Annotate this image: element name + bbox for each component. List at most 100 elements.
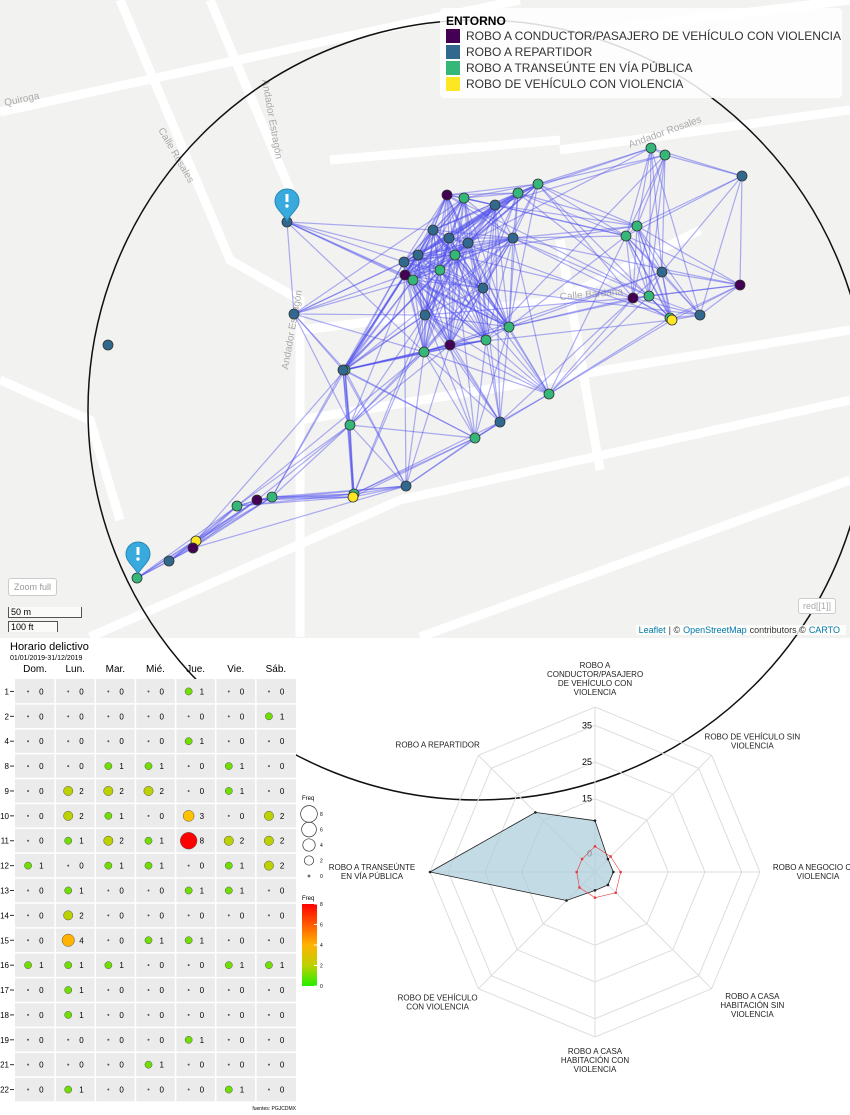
network-edge — [463, 183, 539, 199]
attribution-link[interactable]: Leaflet — [638, 625, 666, 635]
network-edge — [404, 269, 441, 276]
map-marker[interactable] — [125, 541, 151, 576]
incident-point — [400, 480, 412, 492]
frequency-label: 1 — [39, 961, 44, 970]
incident-point — [643, 290, 655, 302]
road — [555, 239, 605, 471]
incident-point — [398, 256, 410, 268]
frequency-label: 0 — [280, 936, 285, 945]
attribution-link[interactable]: CARTO — [808, 625, 840, 635]
frequency-label: 1 — [119, 762, 124, 771]
size-legend-title: Freq — [302, 796, 314, 802]
zoom-full-button[interactable]: Zoom full — [8, 578, 58, 596]
legend-title: ENTORNO — [446, 14, 506, 28]
network-edge — [286, 221, 295, 315]
attribution-link[interactable]: OpenStreetMap — [683, 625, 747, 635]
network-edge — [195, 499, 258, 542]
network-edge — [482, 287, 501, 423]
network-edge — [508, 326, 550, 395]
frequency-label: 1 — [200, 737, 205, 746]
network-edge — [449, 344, 501, 423]
frequency-label: 0 — [119, 712, 124, 721]
network-edge — [669, 284, 741, 319]
road — [0, 375, 125, 522]
marker-icon — [136, 557, 140, 561]
network-edge — [636, 225, 650, 297]
network-edge — [446, 194, 514, 239]
frequency-dot — [27, 939, 30, 942]
frequency-dot — [187, 1063, 190, 1066]
frequency-label: 0 — [79, 687, 84, 696]
frequency-dot — [147, 964, 150, 967]
radar-point — [619, 870, 622, 874]
frequency-dot — [144, 861, 153, 870]
network-edge — [168, 496, 273, 562]
attribution-text: | © — [668, 625, 681, 635]
frequency-label: 0 — [240, 1011, 245, 1020]
size-legend-dot — [301, 821, 317, 838]
network-edge — [195, 505, 238, 542]
column-label: Dom. — [23, 664, 47, 675]
network-edge — [424, 204, 496, 316]
radar-axis-label: ROBO A CASA HABITACIÓN SIN VIOLENCIA — [720, 991, 785, 1019]
frequency-dot — [267, 989, 270, 992]
frequency-label: 2 — [119, 837, 124, 846]
incident-point — [480, 334, 492, 346]
network-edge — [636, 225, 741, 286]
attribution-text: contributors © — [749, 625, 806, 635]
road — [418, 475, 850, 642]
size-legend-dot — [303, 855, 315, 866]
network-edge — [454, 237, 514, 256]
network-edge — [512, 225, 638, 239]
size-legend-dot — [307, 874, 311, 878]
legend-item: ROBO A REPARTIDOR — [446, 44, 842, 60]
marker-icon — [285, 194, 289, 202]
network-edge — [136, 505, 238, 579]
network-edge — [293, 279, 414, 315]
radar-point — [606, 883, 610, 887]
network-edge — [446, 194, 450, 239]
map-marker[interactable] — [274, 188, 300, 223]
network-edge — [349, 254, 419, 426]
incident-point — [412, 249, 424, 261]
frequency-dot — [267, 765, 270, 768]
network-edge — [454, 254, 634, 299]
network-edge — [417, 254, 451, 346]
network-edge — [344, 369, 351, 426]
frequency-label: 1 — [119, 961, 124, 970]
network-edge — [349, 344, 451, 426]
frequency-dot — [227, 914, 230, 917]
network-edge — [344, 274, 406, 371]
network-edge — [432, 229, 456, 256]
network-edge — [423, 229, 434, 353]
frequency-label: 0 — [119, 911, 124, 920]
frequency-label: 1 — [160, 762, 165, 771]
row-label: 8 — [5, 762, 10, 771]
marker-icon — [285, 204, 289, 208]
network-edge — [661, 271, 701, 316]
frequency-dot — [147, 814, 150, 817]
network-edge — [417, 204, 496, 256]
frequency-dot — [104, 762, 113, 770]
frequency-label: 1 — [119, 862, 124, 871]
incident-point — [734, 279, 746, 291]
frequency-dot — [27, 690, 30, 693]
network-edge — [467, 192, 519, 244]
frequency-dot — [107, 1013, 110, 1016]
frequency-label: 0 — [280, 1036, 285, 1045]
radar-spoke — [594, 871, 713, 990]
network-edge — [412, 237, 514, 281]
row-label: 16 — [0, 961, 9, 970]
row-label: 17 — [0, 986, 9, 995]
frequency-label: 1 — [79, 1086, 84, 1095]
network-edge — [404, 274, 487, 341]
layer-button[interactable]: red[[1]] — [798, 598, 837, 614]
frequency-dot — [223, 835, 234, 846]
network-edge — [286, 221, 510, 328]
frequency-dot — [27, 1088, 30, 1091]
network-edge — [423, 254, 456, 353]
frequency-dot — [227, 690, 230, 693]
network-edge — [424, 237, 450, 316]
network-edge — [423, 242, 469, 353]
frequency-dot — [147, 914, 150, 917]
